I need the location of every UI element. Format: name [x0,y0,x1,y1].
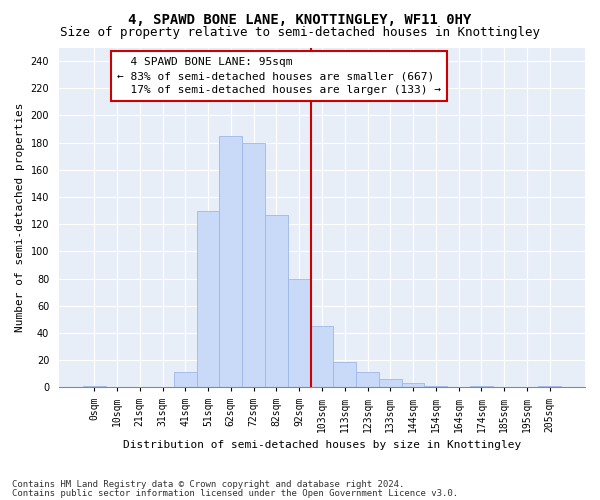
X-axis label: Distribution of semi-detached houses by size in Knottingley: Distribution of semi-detached houses by … [123,440,521,450]
Bar [356,372,379,388]
Bar [470,386,493,388]
Bar [538,386,561,388]
Bar [334,362,356,388]
Text: 4, SPAWD BONE LANE, KNOTTINGLEY, WF11 0HY: 4, SPAWD BONE LANE, KNOTTINGLEY, WF11 0H… [128,12,472,26]
Bar [174,372,197,388]
Bar [424,386,447,388]
Bar [220,136,242,388]
Bar [401,384,424,388]
Bar [83,386,106,388]
Bar [242,142,265,388]
Text: 4 SPAWD BONE LANE: 95sqm
← 83% of semi-detached houses are smaller (667)
  17% o: 4 SPAWD BONE LANE: 95sqm ← 83% of semi-d… [117,57,441,95]
Bar [265,214,288,388]
Text: Contains HM Land Registry data © Crown copyright and database right 2024.: Contains HM Land Registry data © Crown c… [12,480,404,489]
Bar [288,278,311,388]
Bar [311,326,334,388]
Y-axis label: Number of semi-detached properties: Number of semi-detached properties [15,102,25,332]
Bar [379,379,401,388]
Text: Size of property relative to semi-detached houses in Knottingley: Size of property relative to semi-detach… [60,26,540,39]
Text: Contains public sector information licensed under the Open Government Licence v3: Contains public sector information licen… [12,488,458,498]
Bar [197,210,220,388]
